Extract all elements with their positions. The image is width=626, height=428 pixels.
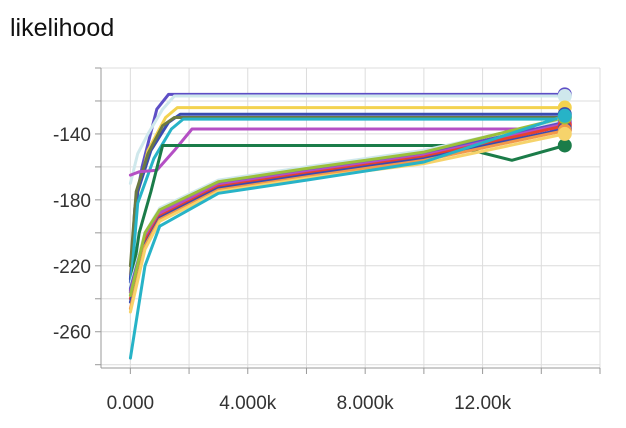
series-line-7 <box>128 127 567 177</box>
y-tick-label: -180 <box>53 191 91 212</box>
series-line-2 <box>128 94 567 185</box>
series-line-12 <box>128 124 567 301</box>
x-tick-label: 12.00k <box>454 393 512 414</box>
axis-layer: 0.000 4.000k 8.000k 12.00k -140 -180 -220 -260 <box>53 67 601 414</box>
series-layer <box>128 92 567 360</box>
series-line-15 <box>128 132 567 314</box>
y-tick-label: -140 <box>53 125 91 146</box>
series-line-6 <box>128 117 567 292</box>
x-tick-label: 8.000k <box>337 393 395 414</box>
series-line-14 <box>128 129 567 311</box>
x-tick-label: 0.000 <box>107 393 155 414</box>
x-tick-label: 4.000k <box>219 393 277 414</box>
series-line-8 <box>128 144 567 294</box>
chart-title: likelihood <box>10 14 115 42</box>
series-end-marker-15 <box>557 126 572 141</box>
series-end-marker-2 <box>557 89 572 104</box>
series-line-17 <box>128 114 567 360</box>
series-line-1 <box>128 92 567 284</box>
series-end-marker-17 <box>557 108 572 123</box>
series-line-13 <box>128 127 567 304</box>
y-tick-label: -220 <box>53 257 91 278</box>
series-line-5 <box>128 116 567 268</box>
series-end-marker-8 <box>557 138 572 153</box>
series-line-11 <box>128 122 567 294</box>
end-marker-layer <box>557 87 572 153</box>
y-tick-label: -260 <box>53 323 91 344</box>
series-line-16 <box>128 116 567 297</box>
